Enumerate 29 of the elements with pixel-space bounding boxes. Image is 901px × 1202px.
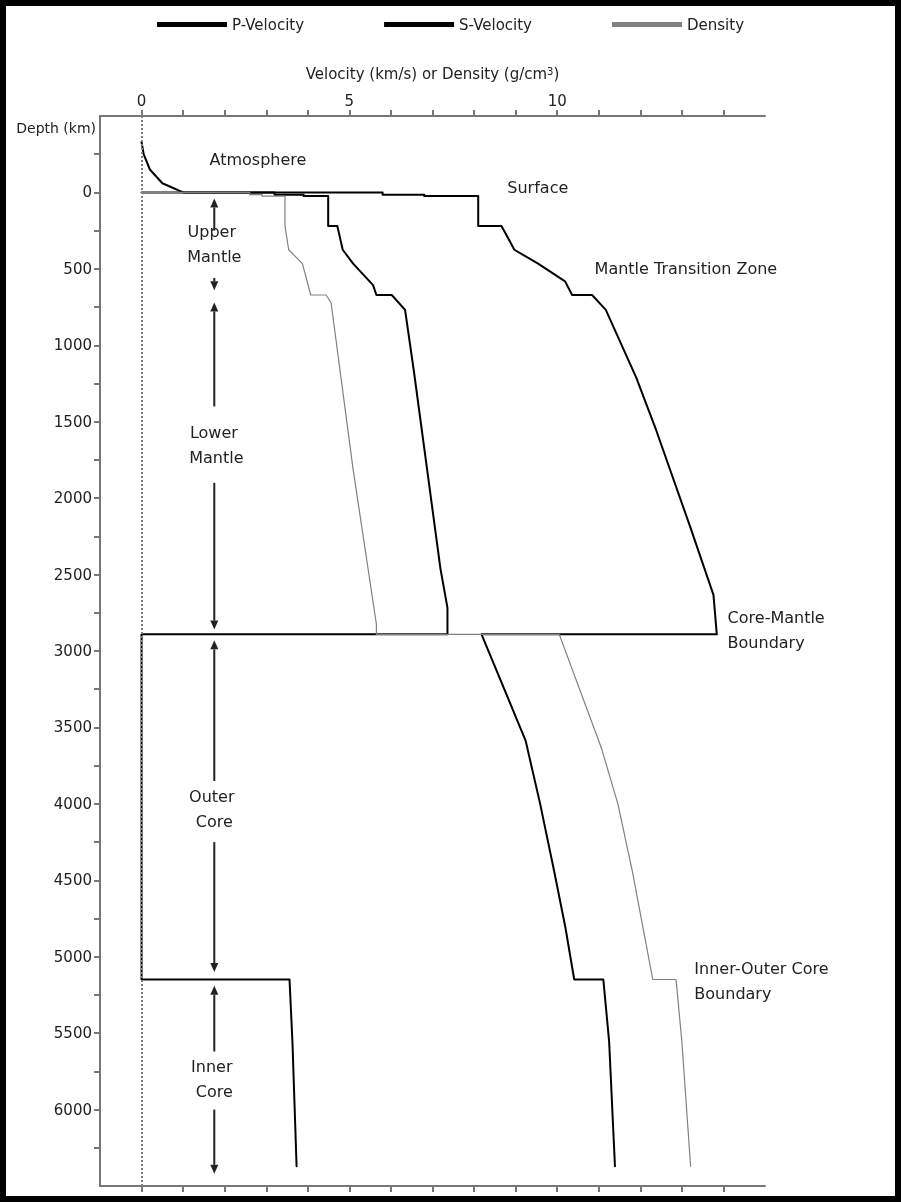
y-tick-label: 1000 [53,336,92,355]
legend-label: S-Velocity [459,15,533,34]
x-tick-label: 5 [344,91,355,110]
y-tick-label: 3000 [53,642,92,660]
annotation: Lower Mantle [189,422,244,467]
y-axis-title: Depth (km) [16,120,96,136]
y-tick-label: 1500 [53,412,92,431]
annotation: Atmosphere [209,150,307,170]
annotation: Inner-Outer Core Boundary [694,959,834,1004]
annotation: Outer Core [189,787,240,832]
y-tick-label: 5000 [53,947,92,966]
legend-label: P-Velocity [231,15,305,34]
x-tick-label: 0 [136,91,147,110]
legend-label: Density [686,15,745,34]
annotation: Mantle Transition Zone [594,259,778,279]
y-tick-label: 0 [82,183,92,202]
y-tick-label: 2500 [53,565,92,584]
y-tick-label: 3500 [53,718,92,737]
y-tick-label: 4000 [53,794,92,813]
x-tick-label: 10 [547,91,567,110]
y-tick-label: 500 [63,259,92,278]
y-tick-label: 4500 [53,871,92,890]
annotation: Upper Mantle [187,222,242,267]
y-tick-label: 2000 [53,489,92,508]
annotation: Surface [507,178,569,198]
y-tick-label: 6000 [53,1100,92,1119]
annotation: Core-Mantle Boundary [727,607,830,652]
y-tick-label: 5500 [53,1024,92,1043]
annotation: Inner Core [191,1057,238,1101]
